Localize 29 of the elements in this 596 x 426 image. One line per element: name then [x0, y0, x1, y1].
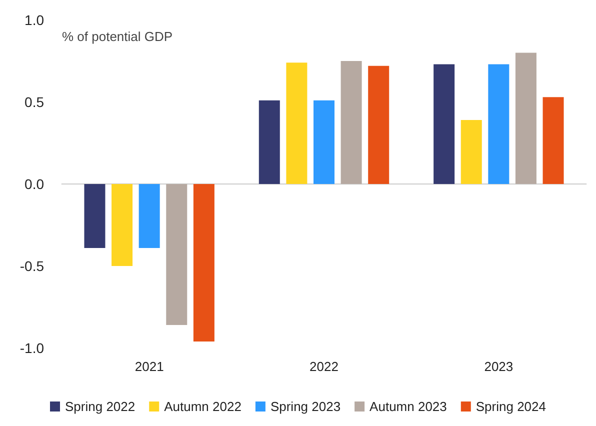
legend-label: Autumn 2023 — [370, 399, 447, 414]
x-tick-label: 2023 — [484, 359, 514, 374]
bar — [193, 184, 214, 342]
bar — [542, 97, 564, 184]
bar — [515, 52, 536, 184]
y-tick-label: 0.5 — [24, 94, 44, 110]
legend-label: Spring 2024 — [476, 399, 546, 414]
y-tick-label: -1.0 — [20, 340, 44, 356]
legend-label: Autumn 2022 — [164, 399, 242, 414]
bar — [434, 64, 455, 184]
legend-label: Spring 2023 — [270, 399, 341, 414]
y-tick-label: 0.0 — [24, 176, 44, 192]
bar — [488, 64, 510, 184]
bar — [286, 62, 308, 184]
x-tick-label: 2022 — [310, 359, 338, 374]
bar — [84, 184, 106, 248]
bar — [460, 120, 482, 184]
x-tick-label: 2021 — [134, 359, 164, 374]
bar — [138, 184, 160, 248]
y-tick-label: 1.0 — [24, 12, 44, 28]
legend-label: Spring 2022 — [65, 399, 136, 414]
bar — [368, 66, 390, 184]
bar — [340, 61, 362, 184]
bar — [258, 100, 280, 184]
y-axis-title: % of potential GDP — [62, 29, 173, 44]
y-tick-label: -0.5 — [20, 258, 44, 274]
bar — [314, 100, 334, 184]
bar — [112, 184, 133, 266]
bar — [166, 184, 188, 326]
